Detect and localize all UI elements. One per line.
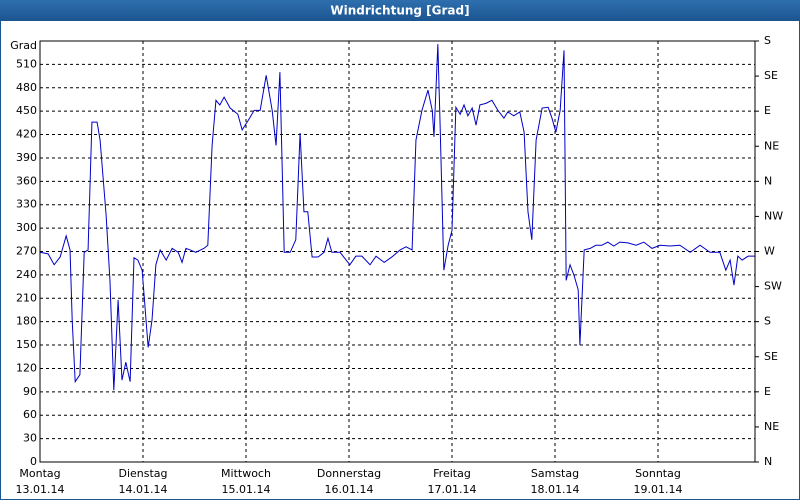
x-tick-label: Donnerstag (317, 467, 381, 480)
x-tick-date: 14.01.14 (119, 483, 168, 496)
y2-tick-label: N (764, 174, 772, 187)
x-tick-label: Sonntag (635, 467, 681, 480)
y-tick-label: 60 (23, 408, 37, 421)
x-tick-label: Samstag (531, 467, 579, 480)
y2-tick-label: SE (764, 350, 778, 363)
x-tick-label: Freitag (433, 467, 471, 480)
x-tick-date: 16.01.14 (325, 483, 374, 496)
y2-tick-label: NE (764, 139, 779, 152)
y-tick-label: 330 (16, 198, 37, 211)
x-tick-label: Mittwoch (221, 467, 271, 480)
y-tick-label: 360 (16, 174, 37, 187)
x-tick-date: 13.01.14 (16, 483, 65, 496)
y2-tick-label: SE (764, 69, 778, 82)
x-tick-date: 15.01.14 (222, 483, 271, 496)
y-axis-label: Grad (10, 39, 37, 52)
y-tick-label: 480 (16, 81, 37, 94)
y-tick-label: 450 (16, 104, 37, 117)
x-tick-date: 19.01.14 (634, 483, 683, 496)
y-tick-label: 390 (16, 151, 37, 164)
y-tick-label: 420 (16, 128, 37, 141)
y-tick-label: 90 (23, 385, 37, 398)
y-tick-label: 150 (16, 338, 37, 351)
y-tick-label: 510 (16, 57, 37, 70)
y-tick-label: 300 (16, 221, 37, 234)
y-tick-label: 210 (16, 291, 37, 304)
y2-tick-label: W (764, 245, 775, 258)
y2-tick-label: N (764, 455, 772, 468)
y-tick-label: 180 (16, 315, 37, 328)
y-tick-label: 270 (16, 245, 37, 258)
y-tick-label: 240 (16, 268, 37, 281)
data-line (39, 44, 755, 391)
x-tick-date: 17.01.14 (428, 483, 477, 496)
y2-tick-label: E (764, 385, 771, 398)
y2-tick-label: NE (764, 420, 779, 433)
chart-title: Windrichtung [Grad] (330, 4, 469, 18)
y-tick-label: 0 (30, 455, 37, 468)
y2-tick-label: E (764, 104, 771, 117)
x-tick-date: 18.01.14 (531, 483, 580, 496)
y2-tick-label: S (764, 315, 771, 328)
y2-tick-label: S (764, 34, 771, 47)
y2-tick-label: SW (764, 280, 782, 293)
x-tick-label: Dienstag (118, 467, 167, 480)
y2-tick-label: NW (764, 209, 783, 222)
title-bar (0, 0, 800, 21)
plot (39, 44, 755, 391)
x-tick-label: Montag (19, 467, 60, 480)
y-tick-label: 120 (16, 361, 37, 374)
y-tick-label: 30 (23, 432, 37, 445)
plot-frame (39, 40, 756, 463)
